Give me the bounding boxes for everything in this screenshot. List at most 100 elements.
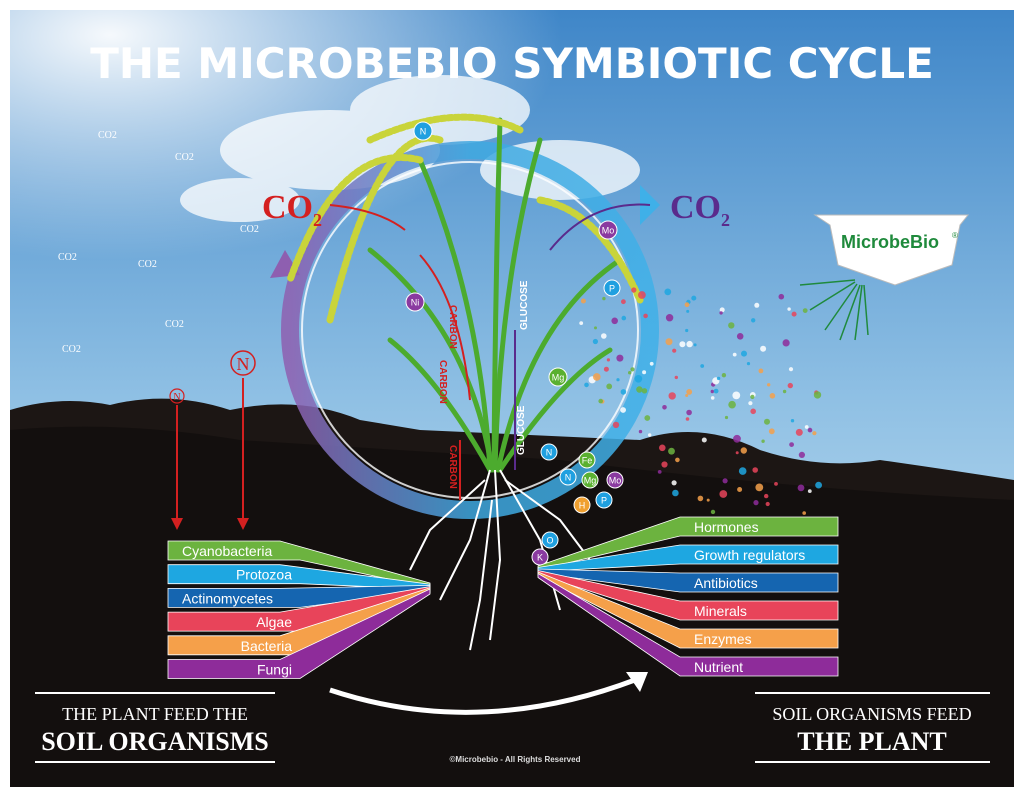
nutrient-bubble: N xyxy=(540,443,558,461)
copyright: ©Microbebio - All Rights Reserved xyxy=(450,755,581,764)
particle xyxy=(760,345,767,352)
particle xyxy=(616,378,620,382)
svg-text:N: N xyxy=(420,127,427,137)
glucose-arrows xyxy=(514,203,651,470)
svg-text:SOIL ORGANISMS FEED: SOIL ORGANISMS FEED xyxy=(772,704,971,724)
nutrient-bubble: P xyxy=(603,279,621,297)
particle xyxy=(719,490,728,498)
svg-text:K: K xyxy=(537,553,543,563)
particle xyxy=(774,482,778,486)
output-label: Minerals xyxy=(694,603,747,619)
particle xyxy=(751,318,756,323)
sky-co2: CO2 xyxy=(175,152,194,163)
particle xyxy=(685,394,689,397)
particle xyxy=(748,401,753,406)
particle xyxy=(665,338,673,346)
organism-bar xyxy=(167,588,431,679)
sky-co2: CO2 xyxy=(165,319,184,330)
output-label: Enzymes xyxy=(694,631,752,647)
particle xyxy=(665,314,674,322)
particle xyxy=(716,376,721,381)
particle xyxy=(700,364,705,368)
svg-text:THE PLANT FEED THE: THE PLANT FEED THE xyxy=(62,704,248,724)
roots xyxy=(409,469,591,651)
particle xyxy=(579,321,584,325)
particle xyxy=(721,373,727,378)
particle xyxy=(638,291,646,299)
co2-right-label: CO2 xyxy=(670,189,730,230)
svg-text:N: N xyxy=(173,392,180,403)
particle xyxy=(740,447,747,454)
particle xyxy=(672,348,677,353)
particle xyxy=(752,467,758,473)
bottom-right-caption: SOIL ORGANISMS FEED THE PLANT xyxy=(755,692,990,763)
bottom-left-caption: THE PLANT FEED THE SOIL ORGANISMS xyxy=(35,692,275,763)
particle xyxy=(684,302,690,308)
organism-item: Fungi xyxy=(167,588,431,679)
mineral-particles xyxy=(579,287,822,515)
particle xyxy=(710,396,715,400)
nitrogen-inputs: N N xyxy=(169,350,256,530)
particle xyxy=(644,415,651,421)
particle xyxy=(662,405,667,410)
glucose-label: GLUCOSE xyxy=(516,405,527,455)
nutrient-bubble: Fe xyxy=(578,451,596,469)
particle xyxy=(736,333,744,340)
particle xyxy=(741,350,747,357)
particle xyxy=(638,429,643,434)
particle xyxy=(722,478,728,484)
organism-label: Fungi xyxy=(257,662,292,678)
svg-text:N: N xyxy=(565,473,572,483)
particle xyxy=(802,511,806,515)
particle xyxy=(594,326,597,330)
particle xyxy=(764,418,770,425)
particle xyxy=(593,373,601,381)
particle xyxy=(738,467,747,475)
organism-label: Actinomycetes xyxy=(182,590,273,606)
particle xyxy=(686,309,690,313)
logo: MicrobeBio ® xyxy=(799,214,970,341)
particle xyxy=(598,398,603,404)
particle xyxy=(758,368,764,374)
particle xyxy=(787,307,791,311)
particle xyxy=(701,437,707,443)
particle xyxy=(679,341,686,348)
svg-text:Mo: Mo xyxy=(602,226,615,236)
particle xyxy=(778,293,785,300)
sky-co2: CO2 xyxy=(240,224,259,235)
cycle-arrow xyxy=(329,675,641,715)
output-label: Growth regulators xyxy=(694,547,805,563)
particle xyxy=(733,434,741,443)
particle xyxy=(686,340,693,348)
particle xyxy=(750,394,755,399)
particle xyxy=(802,308,808,313)
particle xyxy=(732,391,741,400)
particle xyxy=(797,484,805,492)
particle xyxy=(764,493,769,499)
particle xyxy=(737,487,743,492)
particle xyxy=(621,315,627,321)
particle xyxy=(584,382,589,388)
particle xyxy=(620,407,626,413)
output-item: Nutrient xyxy=(537,572,839,677)
nutrient-bubble: Mg xyxy=(548,367,568,387)
logo-text: MicrobeBio xyxy=(841,232,939,252)
particle xyxy=(782,339,790,347)
nutrient-bubble: Ni xyxy=(405,292,425,312)
particle xyxy=(782,389,787,394)
svg-text:Mg: Mg xyxy=(584,476,597,486)
carbon-label: CARBON xyxy=(447,305,458,349)
particle xyxy=(634,375,643,383)
sky-co2: CO2 xyxy=(98,130,117,141)
glucose-label: GLUCOSE xyxy=(519,280,530,330)
organism-label: Cyanobacteria xyxy=(182,543,272,559)
particle xyxy=(611,317,618,325)
output-label: Nutrient xyxy=(694,659,743,675)
particle xyxy=(815,481,822,489)
particle xyxy=(719,307,725,313)
particle xyxy=(606,358,611,362)
particle xyxy=(641,388,648,394)
nutrient-bubble: Mo xyxy=(606,471,624,489)
particle xyxy=(790,419,795,423)
particle xyxy=(649,361,654,366)
